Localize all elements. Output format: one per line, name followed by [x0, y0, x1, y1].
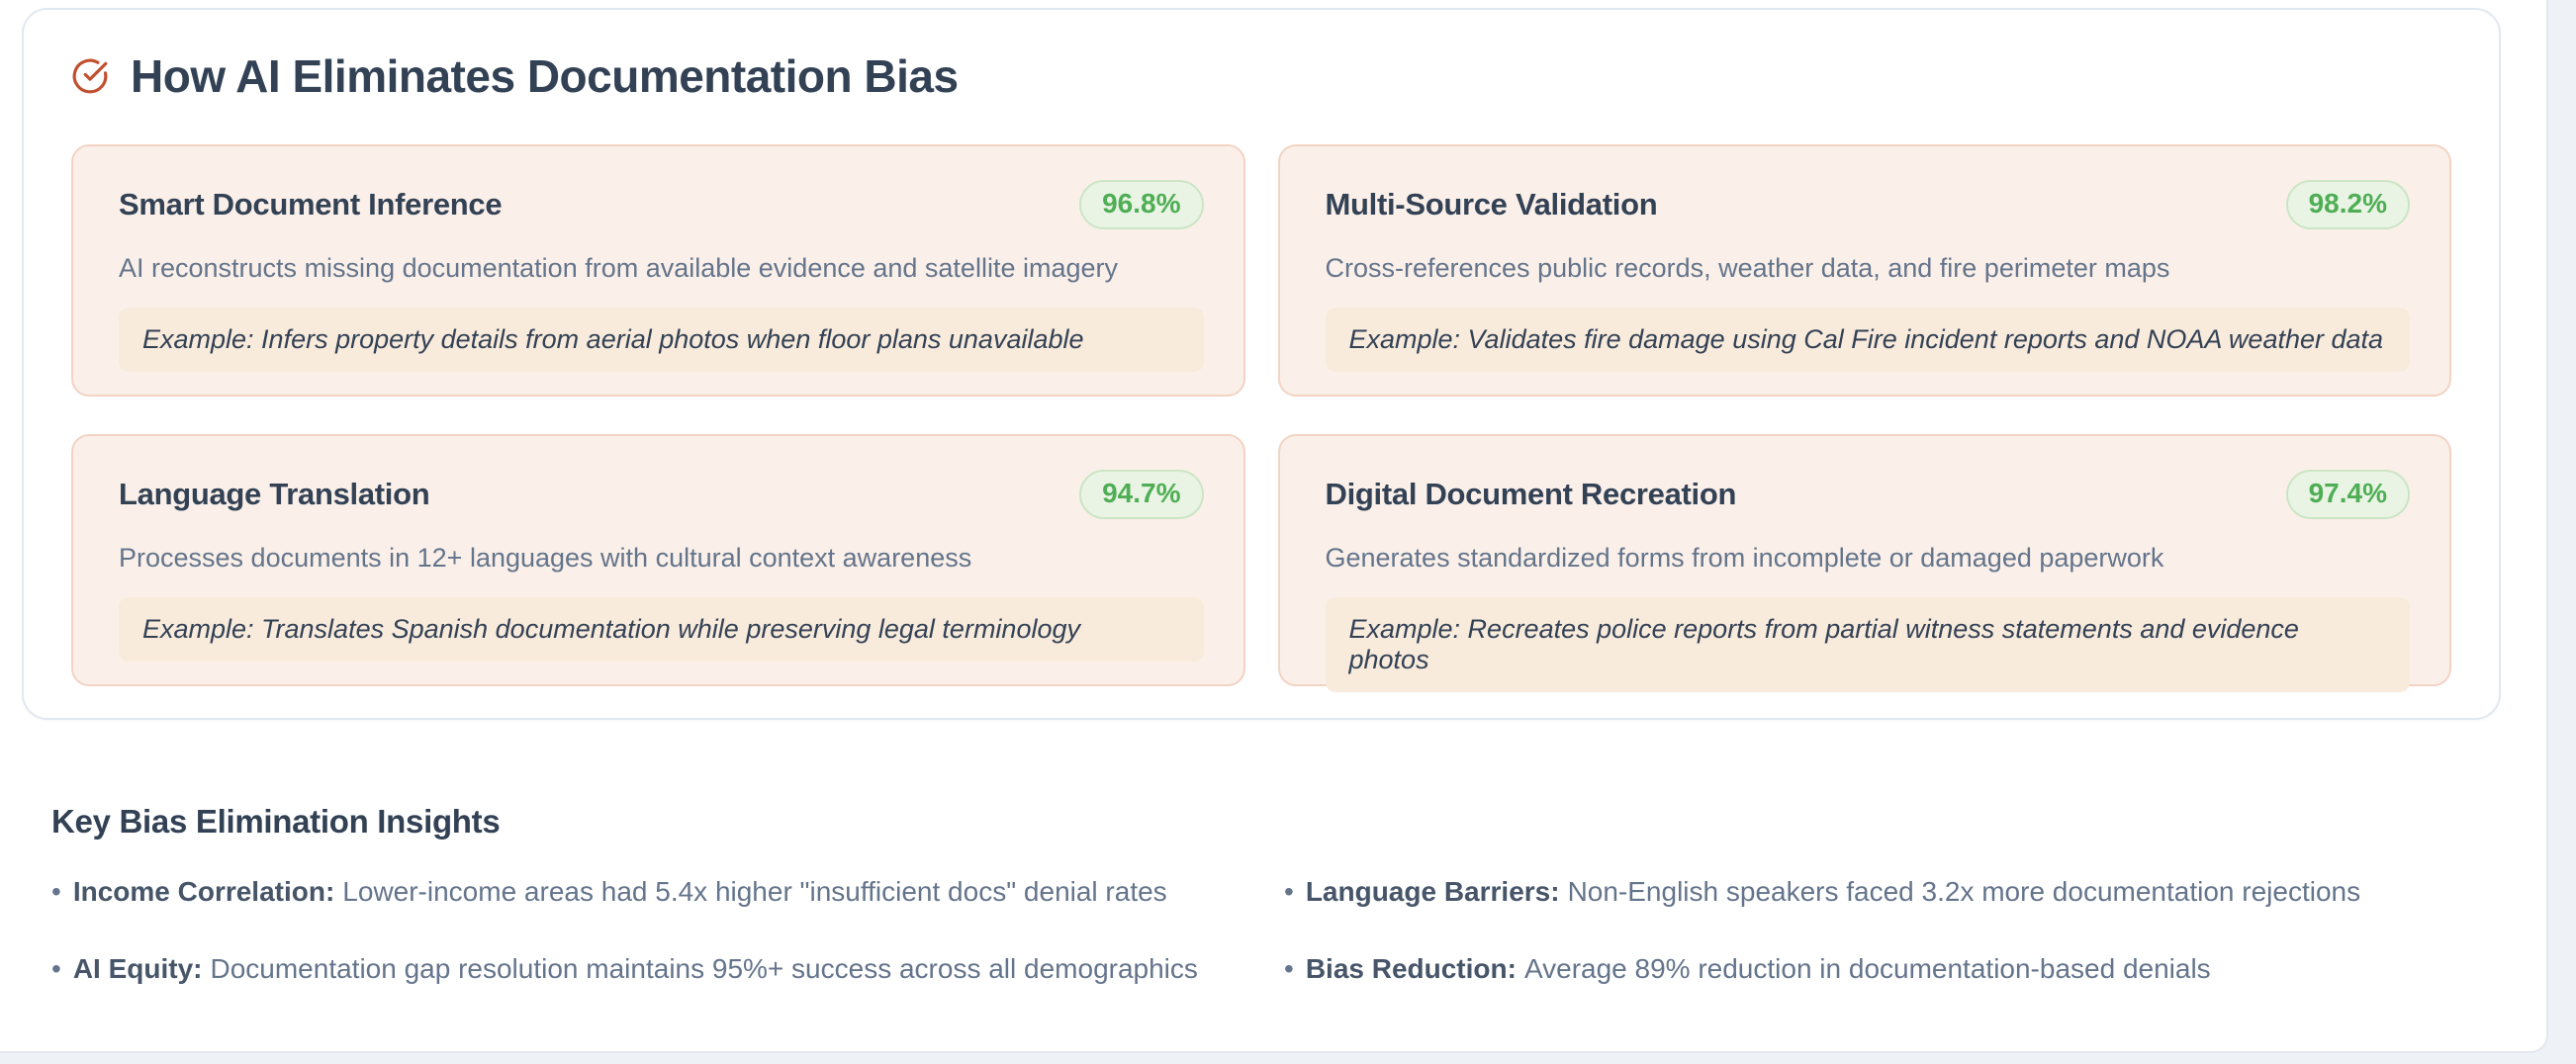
- card-header: Smart Document Inference 96.8%: [119, 180, 1204, 229]
- card-example: Example: Recreates police reports from p…: [1325, 597, 2410, 692]
- check-circle-icon: [71, 57, 109, 95]
- insight-label: Language Barriers:: [1305, 876, 1560, 907]
- insight-text: Lower-income areas had 5.4x higher "insu…: [342, 876, 1167, 907]
- insight-bias-reduction: • Bias Reduction: Average 89% reduction in…: [1284, 951, 2515, 987]
- card-example: Example: Validates fire damage using Cal…: [1325, 308, 2410, 372]
- card-header: Digital Document Recreation 97.4%: [1325, 470, 2410, 519]
- card-title: Digital Document Recreation: [1325, 477, 1737, 511]
- panel-header: How AI Eliminates Documentation Bias: [71, 49, 2451, 103]
- page-title: How AI Eliminates Documentation Bias: [131, 50, 959, 102]
- card-title: Language Translation: [119, 477, 430, 511]
- card-description: Processes documents in 12+ languages wit…: [119, 543, 972, 573]
- insight-language-barriers: • Language Barriers: Non-English speakers …: [1284, 874, 2515, 910]
- capability-cards-grid: Smart Document Inference 96.8% AI recons…: [71, 144, 2451, 692]
- insight-label: Income Correlation:: [72, 876, 335, 907]
- card-title: Smart Document Inference: [119, 187, 503, 222]
- capability-card-digital-document-recreation: Digital Document Recreation 97.4% Genera…: [1277, 434, 2451, 692]
- accuracy-badge: 94.7%: [1079, 470, 1204, 519]
- insight-income-correlation: • Income Correlation: Lower-income areas h…: [51, 874, 1284, 910]
- key-insights-section: Key Bias Elimination Insights • Income Co…: [51, 803, 2515, 987]
- accuracy-badge: 98.2%: [2285, 180, 2410, 229]
- insights-heading: Key Bias Elimination Insights: [51, 803, 501, 840]
- card-description: AI reconstructs missing documentation fr…: [119, 253, 1118, 283]
- bullet-point: •: [51, 953, 61, 984]
- card-title: Multi-Source Validation: [1325, 187, 1658, 222]
- card-example: Example: Translates Spanish documentatio…: [119, 597, 1204, 662]
- bullet-point: •: [51, 876, 61, 907]
- card-header: Multi-Source Validation 98.2%: [1325, 180, 2410, 229]
- insight-label: Bias Reduction:: [1305, 953, 1517, 984]
- insight-text: Average 89% reduction in documentation-b…: [1523, 953, 2211, 984]
- capability-card-multi-source-validation: Multi-Source Validation 98.2% Cross-refe…: [1277, 144, 2451, 397]
- bullet-point: •: [1284, 953, 1294, 984]
- card-description: Generates standardized forms from incomp…: [1325, 543, 2164, 573]
- bullet-point: •: [1284, 876, 1294, 907]
- insights-grid: • Income Correlation: Lower-income areas h…: [51, 874, 2515, 987]
- documentation-bias-panel: How AI Eliminates Documentation Bias Sma…: [22, 8, 2501, 720]
- card-header: Language Translation 94.7%: [119, 470, 1204, 519]
- accuracy-badge: 97.4%: [2285, 470, 2410, 519]
- insight-text: Non-English speakers faced 3.2x more doc…: [1567, 876, 2361, 907]
- insight-text: Documentation gap resolution maintains 9…: [210, 953, 1198, 984]
- capability-card-language-translation: Language Translation 94.7% Processes doc…: [71, 434, 1245, 686]
- card-example: Example: Infers property details from ae…: [119, 308, 1204, 372]
- accuracy-badge: 96.8%: [1079, 180, 1204, 229]
- insight-label: AI Equity:: [72, 953, 203, 984]
- insight-ai-equity: • AI Equity: Documentation gap resolution …: [51, 951, 1284, 987]
- card-description: Cross-references public records, weather…: [1325, 253, 2170, 283]
- capability-card-smart-document-inference: Smart Document Inference 96.8% AI recons…: [71, 144, 1245, 397]
